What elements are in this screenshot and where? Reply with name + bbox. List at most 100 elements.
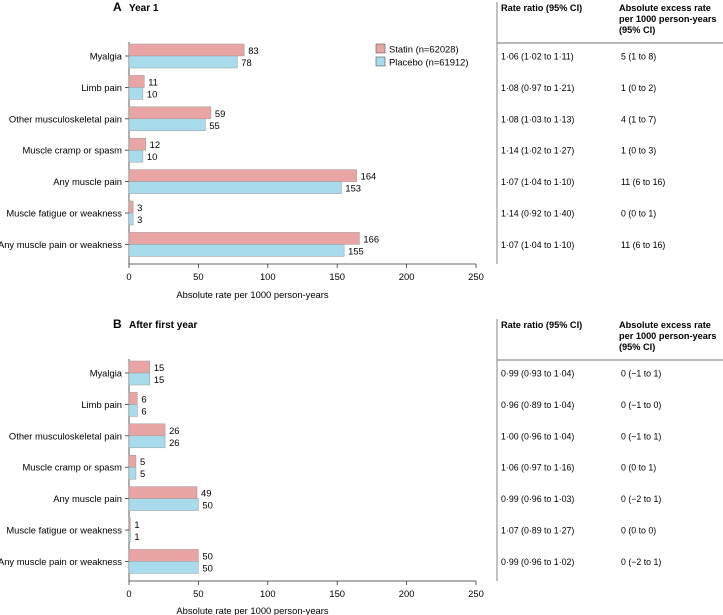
x-tick-label: 50 <box>193 588 203 599</box>
bar-value-label: 49 <box>201 488 211 499</box>
bar-value-label: 50 <box>202 500 212 511</box>
placebo-bar <box>128 529 131 543</box>
bar-value-label: 1 <box>134 519 139 530</box>
panel-b: B After first year Rate ratio (95% CI) Abso… <box>0 317 723 615</box>
placebo-bar <box>128 244 345 257</box>
excess-rate-value: 0 (−2 to 1) <box>621 557 661 567</box>
placebo-bar <box>128 466 137 480</box>
excess-rate-value: 1 (0 to 3) <box>621 146 656 156</box>
bar-value-label: 55 <box>209 120 219 131</box>
rate-ratio-value: 1·08 (1·03 to 1·13) <box>501 114 574 124</box>
x-tick-label: 150 <box>329 588 345 599</box>
excess-rate-header: per 1000 person-years <box>619 331 717 341</box>
rate-ratio-value: 0·99 (0·96 to 1·03) <box>501 494 574 504</box>
bar-value-label: 6 <box>141 405 146 416</box>
bar-value-label: 78 <box>241 57 251 68</box>
placebo-bar <box>128 118 206 132</box>
excess-rate-value: 11 (6 to 16) <box>621 240 665 250</box>
x-tick-label: 250 <box>468 588 484 599</box>
excess-rate-header: (95% CI) <box>619 25 655 35</box>
legend-label: Statin (n=62028) <box>389 44 459 55</box>
statin-bar <box>128 169 357 182</box>
rate-ratio-value: 1·14 (0·92 to 1·40) <box>501 209 574 219</box>
bar-value-label: 164 <box>361 171 377 182</box>
rate-ratio-value: 1·00 (0·96 to 1·04) <box>501 431 574 441</box>
x-tick-label: 250 <box>468 271 484 282</box>
x-tick-label: 100 <box>260 588 276 599</box>
excess-rate-value: 0 (−2 to 1) <box>621 494 661 504</box>
bar-value-label: 153 <box>345 183 361 194</box>
statin-bar <box>128 75 145 88</box>
category-label: Myalgia <box>90 368 123 379</box>
rate-ratio-value: 1·07 (0·89 to 1·27) <box>501 526 574 536</box>
category-label: Muscle cramp or spasm <box>22 462 122 473</box>
statin-bar <box>128 360 151 374</box>
bar-value-label: 15 <box>154 374 164 385</box>
bar-value-label: 155 <box>348 245 364 256</box>
rate-ratio-value: 1·08 (0·97 to 1·21) <box>501 83 574 93</box>
statin-bar <box>128 232 360 245</box>
rate-ratio-value: 1·14 (1·02 to 1·27) <box>501 146 574 156</box>
excess-rate-header: Absolute excess rate <box>619 320 711 330</box>
placebo-bar <box>128 561 199 574</box>
x-axis-label: Absolute rate per 1000 person-years <box>176 289 328 300</box>
rate-ratio-value: 0·99 (0·93 to 1·04) <box>501 369 574 379</box>
placebo-bar <box>128 55 238 69</box>
rate-ratio-value: 1·07 (1·04 to 1·10) <box>501 177 574 187</box>
bar-value-label: 3 <box>137 214 142 225</box>
excess-rate-value: 0 (−1 to 1) <box>621 369 661 379</box>
x-tick-label: 50 <box>193 271 203 282</box>
bar-value-label: 11 <box>148 76 158 87</box>
bar-value-label: 1 <box>134 531 139 542</box>
statin-bar <box>128 137 146 151</box>
bar-value-label: 59 <box>215 108 225 119</box>
x-tick-label: 0 <box>126 271 131 282</box>
bar-value-label: 10 <box>147 151 157 162</box>
category-label: Limb pain <box>81 399 122 410</box>
statin-bar <box>128 392 138 405</box>
statin-bar <box>128 549 199 562</box>
excess-rate-header: per 1000 person-years <box>619 14 717 24</box>
x-axis-label: Absolute rate per 1000 person-years <box>176 605 328 615</box>
category-label: Any muscle pain <box>53 493 122 504</box>
category-label: Any muscle pain or weakness <box>0 556 122 567</box>
statin-bar <box>128 423 166 437</box>
excess-rate-value: 1 (0 to 2) <box>621 83 656 93</box>
bar-value-label: 166 <box>363 233 379 244</box>
excess-rate-value: 0 (−1 to 1) <box>621 431 661 441</box>
placebo-bar <box>128 87 144 100</box>
excess-rate-value: 11 (6 to 16) <box>621 177 665 187</box>
bar-value-label: 15 <box>154 362 164 373</box>
panel-title: After first year <box>129 320 197 331</box>
x-tick-label: 150 <box>329 271 345 282</box>
rate-ratio-value: 1·06 (1·02 to 1·11) <box>501 52 574 62</box>
panel-letter: B <box>113 317 122 331</box>
legend: Statin (n=62028) Placebo (n=61912) <box>375 43 469 68</box>
bar-value-label: 26 <box>169 437 179 448</box>
category-label: Any muscle pain <box>53 176 122 187</box>
statin-bar <box>128 486 198 499</box>
rate-ratio-value: 0·96 (0·89 to 1·04) <box>501 400 574 410</box>
category-label: Muscle cramp or spasm <box>22 145 122 156</box>
x-tick-label: 200 <box>399 588 415 599</box>
x-tick-label: 0 <box>126 588 131 599</box>
panel-title: Year 1 <box>129 3 159 14</box>
bar-value-label: 12 <box>150 139 160 150</box>
statin-bar <box>128 200 134 214</box>
x-tick-label: 100 <box>260 271 276 282</box>
rate-ratio-header: Rate ratio (95% CI) <box>501 3 582 13</box>
excess-rate-value: 0 (0 to 0) <box>621 526 656 536</box>
placebo-bar <box>128 372 151 386</box>
bar-value-label: 6 <box>141 393 146 404</box>
category-label: Muscle fatigue or weakness <box>6 208 122 219</box>
bar-value-label: 10 <box>147 88 157 99</box>
placebo-bar <box>128 435 166 449</box>
category-label: Limb pain <box>81 82 122 93</box>
panel-a: A Year 1 Rate ratio (95% CI) Absolute exces… <box>0 0 723 300</box>
legend-swatch <box>375 43 386 54</box>
placebo-bar <box>128 181 342 194</box>
bar-value-label: 50 <box>202 550 212 561</box>
bar-value-label: 5 <box>140 456 145 467</box>
statin-bar <box>128 517 131 531</box>
